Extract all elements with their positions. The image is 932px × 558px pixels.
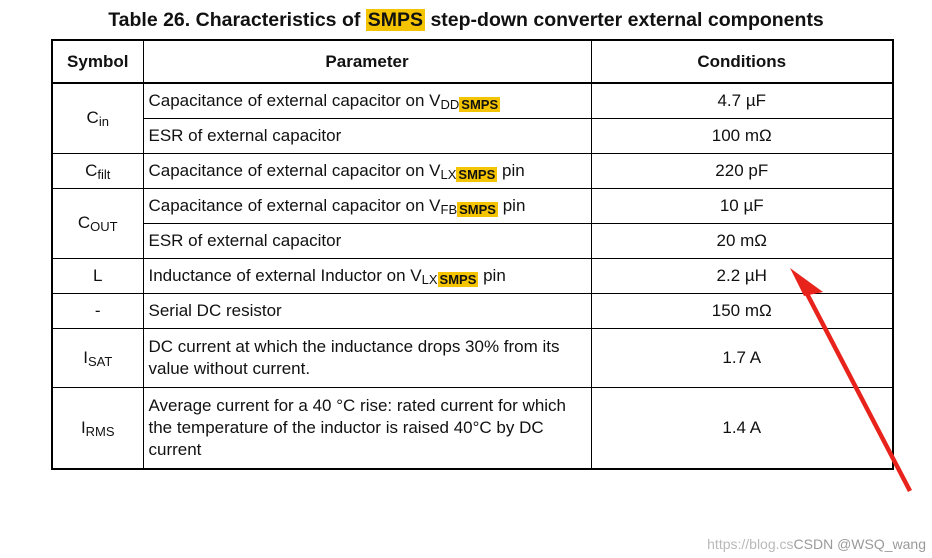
symbol-cell: ISAT [51, 327, 144, 388]
condition-cell: 4.7 µF [590, 82, 894, 119]
table-row: COUT Capacitance of external capacitor o… [51, 187, 894, 259]
arrow-shaft [802, 287, 912, 492]
table-row: ISAT DC current at which the inductance … [51, 327, 894, 388]
table-row: IRMS Average current for a 40 °C rise: r… [51, 386, 894, 470]
title-suffix: step-down converter external components [425, 9, 824, 31]
symbol-cell: Cfilt [51, 152, 144, 189]
condition-cell: 1.7 A [590, 327, 894, 388]
symbol-cell: COUT [51, 187, 144, 259]
condition-cell: 2.2 µH [590, 257, 894, 294]
watermark-faint: https://blog.cs [707, 536, 794, 552]
condition-cell: 10 µF [590, 187, 894, 224]
header-conditions: Conditions [590, 39, 894, 84]
parameter-cell: Capacitance of external capacitor on VFB… [142, 187, 592, 224]
symbol-cell: - [51, 292, 144, 329]
symbol-cell: Cin [51, 82, 144, 154]
symbol-cell: IRMS [51, 386, 144, 470]
condition-cell: 100 mΩ [590, 117, 894, 154]
arrow-head [790, 268, 823, 296]
table-title: Table 26. Characteristics of SMPS step-d… [0, 9, 932, 32]
parameter-cell: DC current at which the inductance drops… [142, 327, 592, 388]
table-row: L Inductance of external Inductor on VLX… [51, 257, 894, 294]
watermark-strong: CSDN @WSQ_wang [793, 536, 926, 552]
header-parameter: Parameter [142, 39, 592, 84]
parameter-cell: ESR of external capacitor [142, 222, 592, 259]
table-row: ESR of external capacitor 20 mΩ [52, 222, 894, 259]
table-row: Cin Capacitance of external capacitor on… [51, 82, 894, 154]
parameter-cell: Average current for a 40 °C rise: rated … [142, 386, 592, 470]
header-row: Symbol Parameter Conditions [51, 39, 894, 84]
title-highlight: SMPS [365, 9, 426, 31]
condition-cell: 1.4 A [590, 386, 894, 470]
symbol-cell: L [51, 257, 144, 294]
header-symbol: Symbol [51, 39, 144, 84]
watermark: https://blog.csCSDN @WSQ_wang [707, 536, 926, 552]
components-table: Symbol Parameter Conditions Cin Capacita… [51, 39, 894, 470]
parameter-cell: Inductance of external Inductor on VLX SM… [142, 257, 592, 294]
title-prefix: Table 26. Characteristics of [108, 9, 366, 31]
table-row: - Serial DC resistor 150 mΩ [51, 292, 894, 329]
parameter-cell: Serial DC resistor [142, 292, 592, 329]
condition-cell: 150 mΩ [590, 292, 894, 329]
